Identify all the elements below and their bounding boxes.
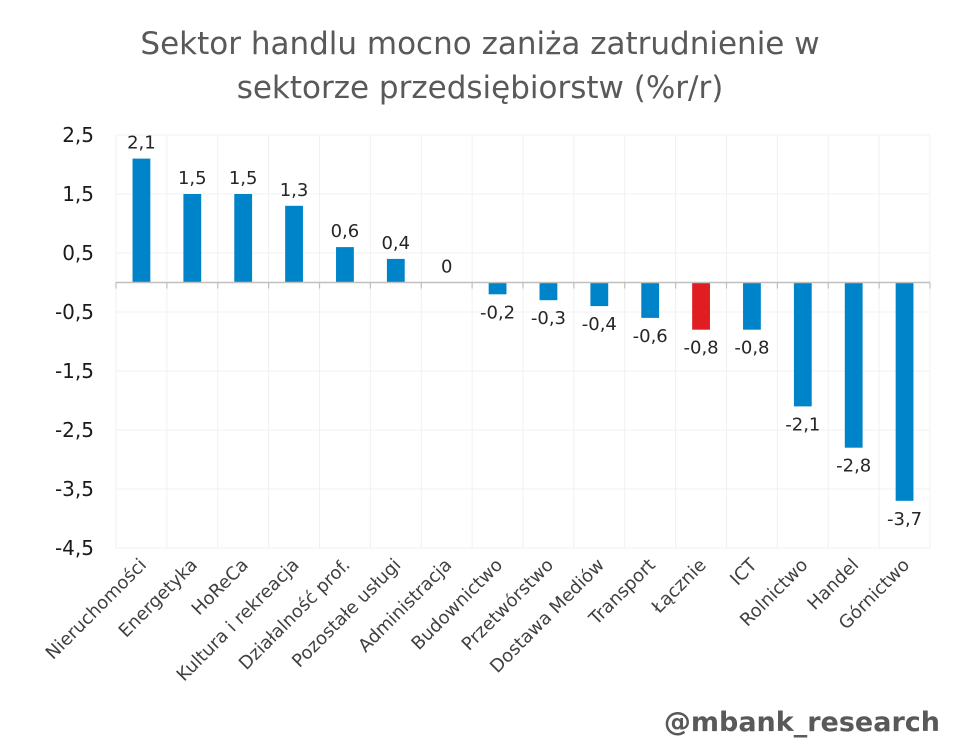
y-tick-label: -0,5 [55, 300, 94, 324]
watermark: @mbank_research [663, 707, 940, 738]
bar [132, 158, 151, 283]
y-tick-label: -4,5 [55, 536, 94, 560]
chart-title: Sektor handlu mocno zaniża zatrudnienie … [0, 22, 960, 110]
chart-title-line-1: Sektor handlu mocno zaniża zatrudnienie … [140, 26, 820, 62]
y-tick-label: -3,5 [55, 477, 94, 501]
y-tick-label: 0,5 [62, 241, 94, 265]
bar [285, 205, 303, 283]
category-label: ICT [726, 554, 762, 590]
bar [895, 282, 914, 501]
grid [115, 134, 931, 549]
y-tick-label: -1,5 [55, 359, 94, 383]
chart-title-line-2: sektorze przedsiębiorstw (%r/r) [236, 70, 724, 106]
bar [793, 282, 812, 407]
bar [539, 282, 558, 301]
data-label: -0,8 [734, 338, 769, 359]
data-label: -0,6 [633, 326, 668, 347]
data-label: 1,3 [280, 180, 309, 201]
y-tick-label: 2,5 [62, 123, 94, 147]
data-label: -0,3 [531, 308, 566, 329]
data-label: -2,1 [785, 414, 820, 435]
bar [743, 282, 761, 330]
bar [590, 282, 609, 307]
bar [183, 194, 202, 283]
data-label: -0,8 [684, 338, 719, 359]
data-label: -0,2 [480, 302, 515, 323]
y-axis: 2,5 1,5 0,5 -0,5 -1,5 -2,5 -3,5 -4,5 [55, 123, 94, 560]
data-labels: 2,11,5 1,51,30,60,40-0,2 -0,3 -0,4-0,6-0,8-… [127, 133, 922, 530]
bar [234, 194, 253, 283]
bar [336, 247, 354, 283]
data-label: -3,7 [887, 509, 922, 530]
bar [386, 258, 405, 283]
bar [692, 282, 710, 330]
data-label: -2,8 [836, 456, 871, 477]
bar [844, 282, 863, 448]
category-label: Łącznie [647, 555, 711, 619]
data-label: 1,5 [178, 168, 207, 189]
data-label: -0,4 [582, 314, 617, 335]
y-tick-label: 1,5 [62, 182, 94, 206]
x-axis [115, 281, 931, 289]
y-tick-label: -2,5 [55, 418, 94, 442]
bars [132, 158, 914, 501]
data-label: 0 [441, 257, 452, 278]
data-label: 0,4 [381, 233, 410, 254]
data-label: 0,6 [331, 221, 360, 242]
bar [641, 282, 660, 318]
data-label: 1,5 [229, 168, 258, 189]
bar [488, 282, 507, 295]
data-label: 2,1 [127, 133, 156, 154]
